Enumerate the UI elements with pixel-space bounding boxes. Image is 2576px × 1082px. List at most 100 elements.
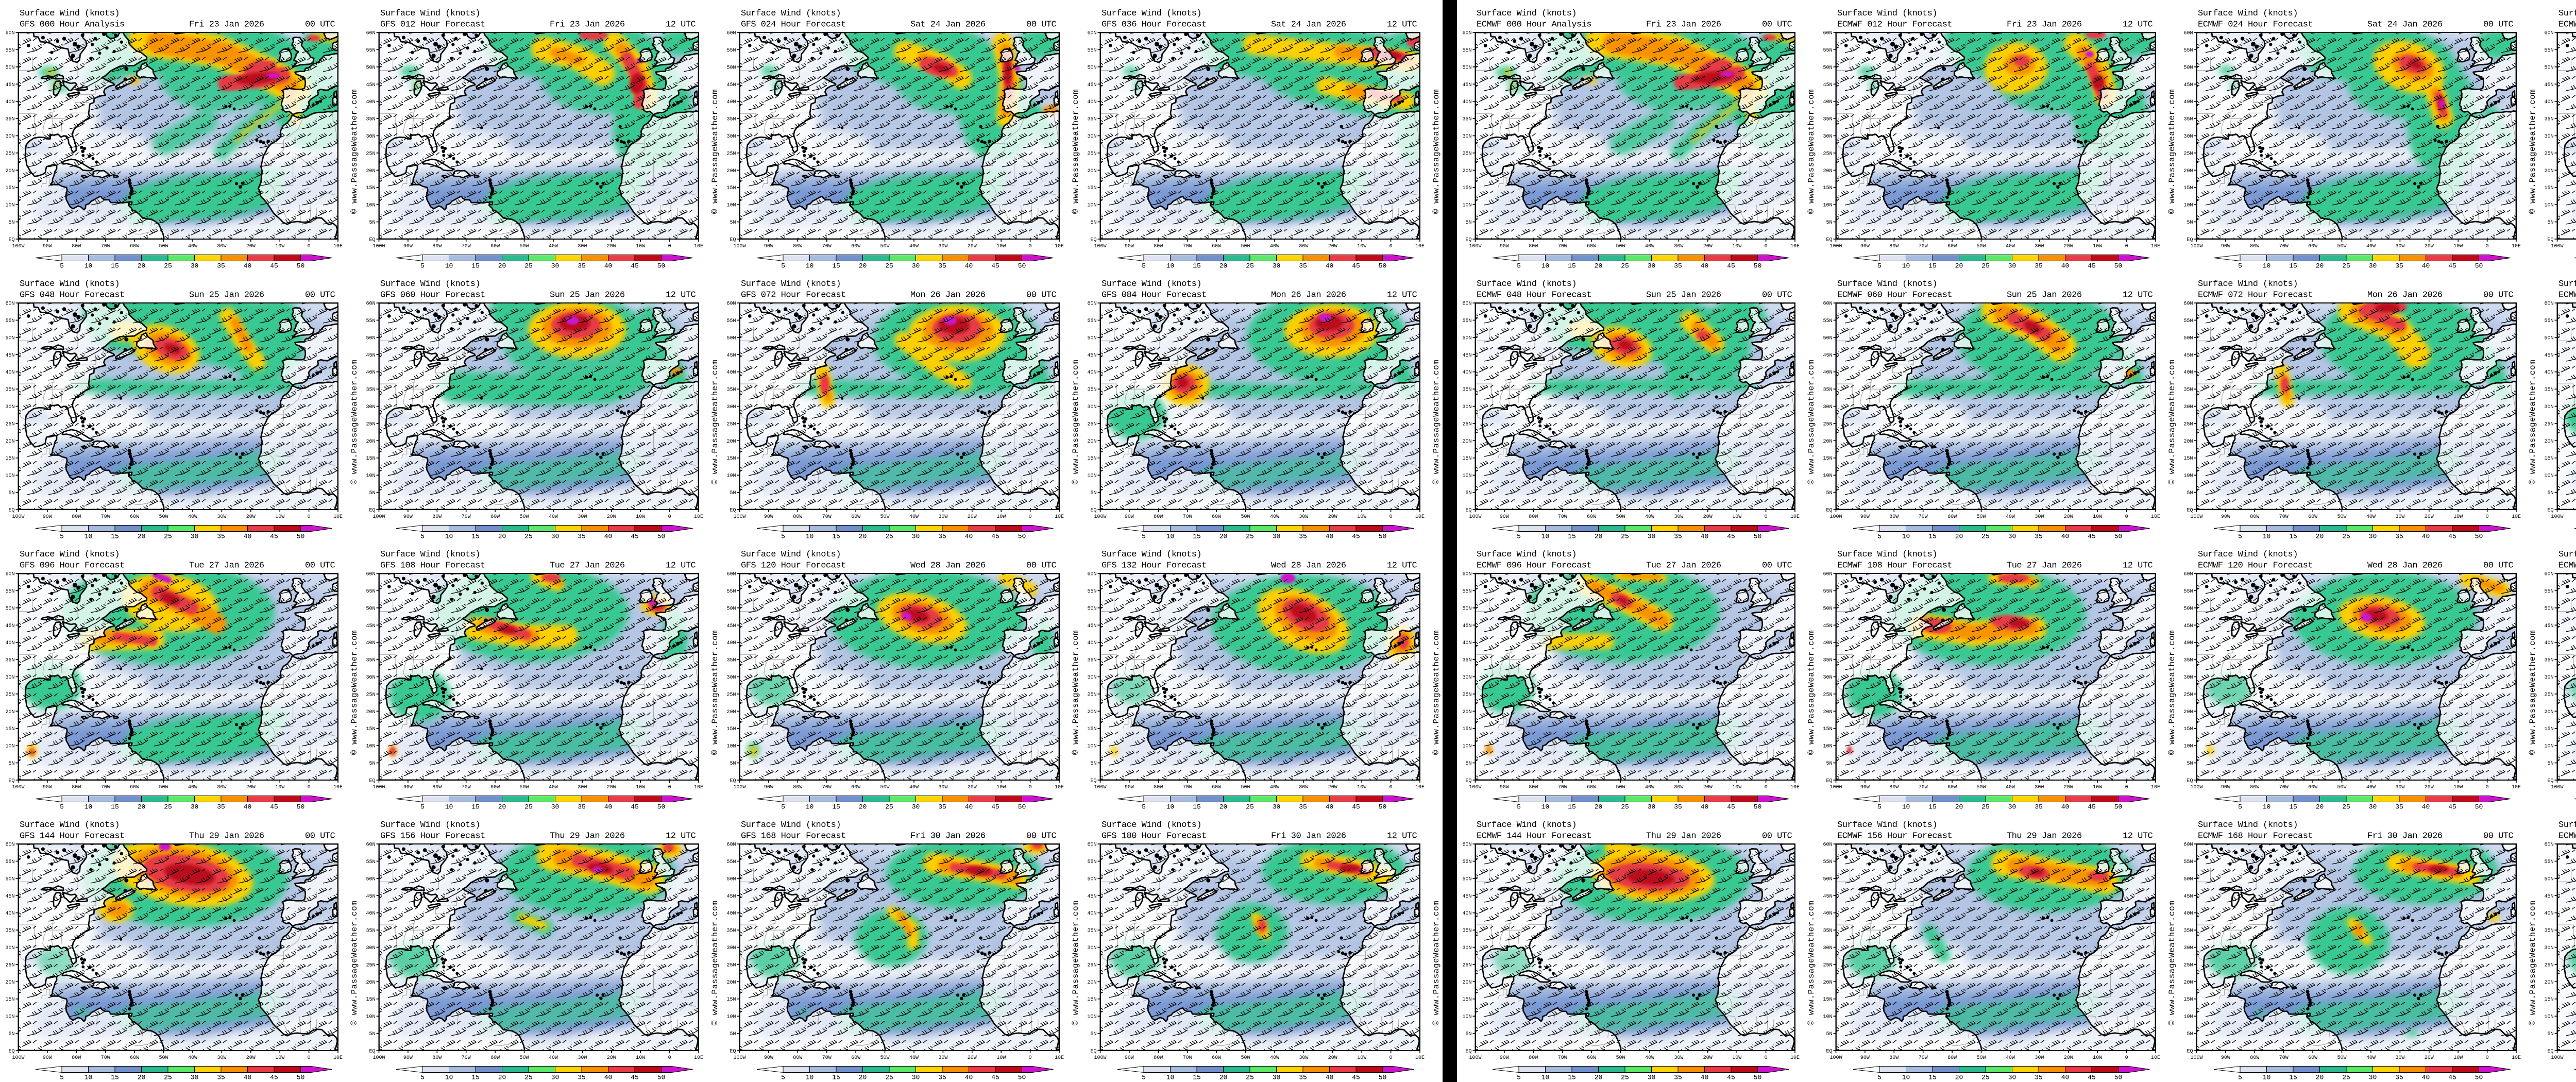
svg-text:00 UTC: 00 UTC [1762, 291, 1792, 300]
svg-text:12 UTC: 12 UTC [2123, 832, 2153, 841]
svg-text:Fri 23 Jan 2026: Fri 23 Jan 2026 [1646, 20, 1721, 30]
svg-text:Surface Wind (knots): Surface Wind (knots) [2558, 820, 2576, 830]
svg-text:ECMWF 048 Hour Forecast: ECMWF 048 Hour Forecast [1477, 291, 1591, 300]
svg-text:© www.PassageWeather.com: © www.PassageWeather.com [2528, 360, 2537, 484]
svg-text:ECMWF 060 Hour Forecast: ECMWF 060 Hour Forecast [1837, 291, 1952, 300]
svg-text:© www.PassageWeather.com: © www.PassageWeather.com [350, 901, 359, 1025]
svg-text:Fri 23 Jan 2026: Fri 23 Jan 2026 [2007, 20, 2082, 30]
svg-text:12 UTC: 12 UTC [666, 20, 696, 30]
svg-text:Surface Wind (knots): Surface Wind (knots) [2198, 820, 2298, 830]
svg-text:00 UTC: 00 UTC [1762, 20, 1792, 30]
svg-text:ECMWF 156 Hour Forecast: ECMWF 156 Hour Forecast [1837, 832, 1952, 841]
svg-text:Surface Wind (knots): Surface Wind (knots) [2198, 550, 2298, 560]
svg-text:Tue 27 Jan 2026: Tue 27 Jan 2026 [2007, 561, 2082, 571]
svg-text:GFS 000 Hour Analysis: GFS 000 Hour Analysis [20, 20, 125, 30]
svg-text:Wed 28 Jan 2026: Wed 28 Jan 2026 [1271, 561, 1346, 571]
svg-text:12 UTC: 12 UTC [666, 561, 696, 571]
svg-text:Surface Wind (knots): Surface Wind (knots) [741, 9, 841, 19]
svg-text:© www.PassageWeather.com: © www.PassageWeather.com [710, 89, 720, 214]
svg-text:ECMWF 000 Hour Analysis: ECMWF 000 Hour Analysis [1477, 20, 1591, 30]
svg-text:Surface Wind (knots): Surface Wind (knots) [1837, 820, 1937, 830]
svg-text:Fri 30 Jan 2026: Fri 30 Jan 2026 [910, 832, 986, 841]
svg-text:00 UTC: 00 UTC [305, 832, 335, 841]
svg-text:Surface Wind (knots): Surface Wind (knots) [741, 820, 841, 830]
svg-text:00 UTC: 00 UTC [1762, 561, 1792, 571]
svg-text:© www.PassageWeather.com: © www.PassageWeather.com [350, 89, 359, 214]
svg-text:GFS 048 Hour Forecast: GFS 048 Hour Forecast [20, 291, 125, 300]
svg-text:12 UTC: 12 UTC [2123, 291, 2153, 300]
svg-text:00 UTC: 00 UTC [305, 561, 335, 571]
svg-text:GFS 108 Hour Forecast: GFS 108 Hour Forecast [380, 561, 485, 571]
svg-text:GFS 168 Hour Forecast: GFS 168 Hour Forecast [741, 832, 846, 841]
svg-text:12 UTC: 12 UTC [2123, 561, 2153, 571]
svg-text:© www.PassageWeather.com: © www.PassageWeather.com [1071, 360, 1080, 484]
svg-text:00 UTC: 00 UTC [2483, 832, 2514, 841]
svg-text:GFS 084 Hour Forecast: GFS 084 Hour Forecast [1101, 291, 1207, 300]
svg-text:Surface Wind (knots): Surface Wind (knots) [1101, 9, 1201, 19]
svg-text:GFS 060 Hour Forecast: GFS 060 Hour Forecast [380, 291, 485, 300]
svg-text:12 UTC: 12 UTC [666, 832, 696, 841]
svg-text:Sun 25 Jan 2026: Sun 25 Jan 2026 [550, 291, 625, 300]
svg-text:Sat 24 Jan 2026: Sat 24 Jan 2026 [1271, 20, 1346, 30]
svg-text:Surface Wind (knots): Surface Wind (knots) [1837, 9, 1937, 19]
svg-text:Mon 26 Jan 2026: Mon 26 Jan 2026 [910, 291, 986, 300]
svg-text:00 UTC: 00 UTC [1026, 291, 1057, 300]
svg-text:Thu 29 Jan 2026: Thu 29 Jan 2026 [189, 832, 264, 841]
svg-text:Surface Wind (knots): Surface Wind (knots) [741, 550, 841, 560]
svg-text:ECMWF 012 Hour Forecast: ECMWF 012 Hour Forecast [1837, 20, 1952, 30]
svg-text:Sun 25 Jan 2026: Sun 25 Jan 2026 [189, 291, 264, 300]
svg-text:© www.PassageWeather.com: © www.PassageWeather.com [350, 630, 359, 755]
svg-text:GFS 072 Hour Forecast: GFS 072 Hour Forecast [741, 291, 846, 300]
svg-text:Surface Wind (knots): Surface Wind (knots) [2198, 279, 2298, 289]
svg-text:Thu 29 Jan 2026: Thu 29 Jan 2026 [2007, 832, 2082, 841]
svg-text:Sat 24 Jan 2026: Sat 24 Jan 2026 [910, 20, 986, 30]
svg-text:00 UTC: 00 UTC [1026, 561, 1057, 571]
svg-text:Tue 27 Jan 2026: Tue 27 Jan 2026 [1646, 561, 1721, 571]
svg-text:Surface Wind (knots): Surface Wind (knots) [380, 9, 480, 19]
svg-text:Tue 27 Jan 2026: Tue 27 Jan 2026 [550, 561, 625, 571]
svg-text:© www.PassageWeather.com: © www.PassageWeather.com [1807, 901, 1816, 1025]
svg-text:Surface Wind (knots): Surface Wind (knots) [741, 279, 841, 289]
svg-text:GFS 036 Hour Forecast: GFS 036 Hour Forecast [1101, 20, 1207, 30]
svg-text:© www.PassageWeather.com: © www.PassageWeather.com [2167, 89, 2177, 214]
svg-text:12 UTC: 12 UTC [1387, 20, 1417, 30]
svg-text:00 UTC: 00 UTC [305, 20, 335, 30]
svg-text:© www.PassageWeather.com: © www.PassageWeather.com [1432, 901, 1441, 1025]
svg-text:00 UTC: 00 UTC [2483, 20, 2514, 30]
svg-text:00 UTC: 00 UTC [1026, 832, 1057, 841]
svg-text:ECMWF 132 Hour Forecast: ECMWF 132 Hour Forecast [2558, 561, 2576, 571]
svg-text:Surface Wind (knots): Surface Wind (knots) [380, 279, 480, 289]
svg-text:Surface Wind (knots): Surface Wind (knots) [1477, 279, 1577, 289]
svg-text:Sun 25 Jan 2026: Sun 25 Jan 2026 [1646, 291, 1721, 300]
svg-text:Sun 25 Jan 2026: Sun 25 Jan 2026 [2007, 291, 2082, 300]
svg-text:12 UTC: 12 UTC [2123, 20, 2153, 30]
svg-text:00 UTC: 00 UTC [1762, 832, 1792, 841]
svg-text:Surface Wind (knots): Surface Wind (knots) [20, 279, 120, 289]
svg-text:ECMWF 096 Hour Forecast: ECMWF 096 Hour Forecast [1477, 561, 1591, 571]
svg-text:Surface Wind (knots): Surface Wind (knots) [1477, 9, 1577, 19]
svg-text:12 UTC: 12 UTC [666, 291, 696, 300]
svg-text:Surface Wind (knots): Surface Wind (knots) [1837, 550, 1937, 560]
svg-text:ECMWF 168 Hour Forecast: ECMWF 168 Hour Forecast [2198, 832, 2313, 841]
svg-text:Wed 28 Jan 2026: Wed 28 Jan 2026 [910, 561, 986, 571]
svg-text:00 UTC: 00 UTC [2483, 561, 2514, 571]
svg-text:© www.PassageWeather.com: © www.PassageWeather.com [1807, 360, 1816, 484]
svg-text:Surface Wind (knots): Surface Wind (knots) [2558, 550, 2576, 560]
svg-text:© www.PassageWeather.com: © www.PassageWeather.com [1071, 630, 1080, 755]
svg-text:12 UTC: 12 UTC [1387, 291, 1417, 300]
svg-text:GFS 120 Hour Forecast: GFS 120 Hour Forecast [741, 561, 846, 571]
svg-text:© www.PassageWeather.com: © www.PassageWeather.com [710, 360, 720, 484]
svg-text:Fri 30 Jan 2026: Fri 30 Jan 2026 [2367, 832, 2443, 841]
svg-text:© www.PassageWeather.com: © www.PassageWeather.com [2167, 630, 2177, 755]
svg-text:Surface Wind (knots): Surface Wind (knots) [2198, 9, 2298, 19]
svg-text:Thu 29 Jan 2026: Thu 29 Jan 2026 [1646, 832, 1721, 841]
svg-text:© www.PassageWeather.com: © www.PassageWeather.com [1807, 89, 1816, 214]
svg-text:Sat 24 Jan 2026: Sat 24 Jan 2026 [2367, 20, 2443, 30]
svg-text:© www.PassageWeather.com: © www.PassageWeather.com [2167, 901, 2177, 1025]
svg-text:00 UTC: 00 UTC [2483, 291, 2514, 300]
svg-text:Surface Wind (knots): Surface Wind (knots) [380, 550, 480, 560]
svg-text:© www.PassageWeather.com: © www.PassageWeather.com [710, 901, 720, 1025]
svg-text:ECMWF 108 Hour Forecast: ECMWF 108 Hour Forecast [1837, 561, 1952, 571]
svg-text:GFS 180 Hour Forecast: GFS 180 Hour Forecast [1101, 832, 1207, 841]
svg-text:GFS 156 Hour Forecast: GFS 156 Hour Forecast [380, 832, 485, 841]
